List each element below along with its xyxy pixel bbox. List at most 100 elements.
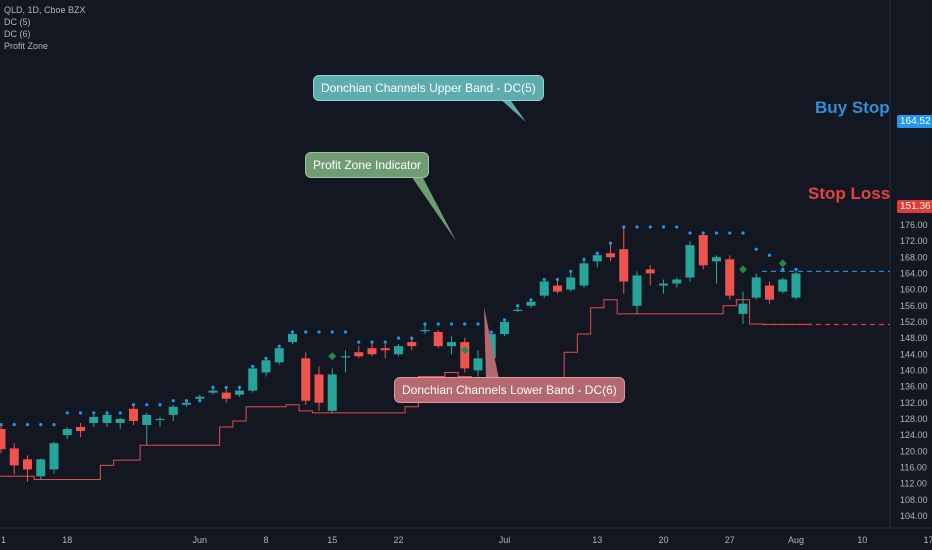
upper-band-dc5-dot — [741, 231, 745, 235]
candle-body[interactable] — [447, 342, 456, 347]
upper-band-dc5-dot — [767, 253, 772, 257]
candle-body[interactable] — [579, 263, 589, 286]
upper-band-dc5-dot — [688, 231, 692, 235]
candle-body[interactable] — [526, 301, 536, 306]
candle-body[interactable] — [155, 418, 165, 421]
candle-body[interactable] — [314, 374, 324, 403]
upper-band-dc5-dot — [661, 225, 666, 229]
candle-body[interactable] — [62, 429, 72, 436]
candle-body[interactable] — [23, 459, 32, 470]
candle-body[interactable] — [168, 406, 178, 415]
candle-body[interactable] — [327, 374, 337, 411]
candle-body[interactable] — [725, 259, 735, 296]
candle-body[interactable] — [49, 443, 59, 470]
upper-band-dc5-dot — [675, 225, 679, 229]
upper-band-dc5-dot — [211, 385, 215, 389]
candle-body[interactable] — [645, 269, 655, 274]
price-tick-label: 124.00 — [900, 430, 928, 440]
upper-band-callout-pointer — [499, 98, 526, 122]
candle-body[interactable] — [142, 414, 152, 425]
candle-body[interactable] — [433, 332, 443, 347]
candle-body[interactable] — [36, 459, 46, 477]
legend-profit-zone[interactable]: Profit Zone — [4, 41, 49, 51]
time-tick-label: 22 — [393, 535, 403, 545]
candle-body[interactable] — [274, 348, 284, 363]
candle-body[interactable] — [420, 330, 430, 332]
candle-body[interactable] — [0, 429, 6, 450]
candle-body[interactable] — [288, 334, 297, 343]
price-tick-label: 176.00 — [900, 220, 928, 230]
candle-body[interactable] — [195, 396, 205, 399]
candle-body[interactable] — [407, 342, 417, 347]
candle-body[interactable] — [182, 402, 191, 405]
candle-body[interactable] — [460, 342, 470, 369]
candle-body[interactable] — [606, 253, 615, 258]
price-tick-label: 104.00 — [900, 511, 928, 521]
candle-body[interactable] — [751, 277, 761, 298]
candle-body[interactable] — [248, 368, 258, 391]
candle-body[interactable] — [738, 303, 748, 314]
candle-body[interactable] — [592, 255, 602, 262]
candle-body[interactable] — [261, 360, 271, 373]
time-tick-label: 1 — [1, 535, 6, 545]
candle-body[interactable] — [712, 257, 721, 262]
time-tick-label: Jun — [192, 535, 207, 545]
candle-body[interactable] — [500, 321, 509, 335]
candle-body[interactable] — [235, 390, 244, 395]
upper-band-dc5-dot — [304, 330, 308, 334]
upper-band-dc5-dot — [754, 247, 758, 251]
legend-dc5[interactable]: DC (5) — [4, 17, 31, 27]
candle-body[interactable] — [102, 414, 112, 423]
stop-loss-label: Stop Loss — [808, 184, 891, 203]
legend-symbol[interactable]: QLD, 1D, Cboe BZX — [4, 5, 86, 15]
candle-body[interactable] — [9, 448, 19, 466]
candle-body[interactable] — [778, 279, 788, 292]
candle-body[interactable] — [76, 427, 85, 432]
candle-body[interactable] — [539, 281, 549, 296]
candle-body[interactable] — [765, 285, 774, 300]
profit-zone-callout: Profit Zone Indicator — [305, 152, 430, 178]
candle-body[interactable] — [513, 309, 523, 311]
candle-body[interactable] — [791, 273, 801, 298]
upper-band-dc5-dot — [383, 340, 387, 344]
candle-body[interactable] — [632, 275, 642, 306]
candle-body[interactable] — [659, 283, 668, 286]
candle-body[interactable] — [553, 285, 562, 292]
candle-body[interactable] — [380, 348, 390, 351]
time-tick-label: 18 — [62, 535, 72, 545]
candle-body[interactable] — [685, 245, 695, 278]
candle-body[interactable] — [301, 358, 311, 401]
candle-body[interactable] — [566, 277, 576, 290]
upper-band-dc5-dot — [171, 399, 175, 403]
upper-band-dc5-dot — [357, 340, 361, 344]
candle-body[interactable] — [208, 390, 218, 393]
candle-body[interactable] — [698, 235, 708, 266]
candle-body[interactable] — [619, 249, 629, 282]
upper-band-dc5-dot — [714, 231, 719, 235]
candle-body[interactable] — [473, 358, 483, 371]
upper-band-dc5-dot — [12, 422, 16, 427]
price-tick-label: 152.00 — [900, 317, 928, 327]
candle-body[interactable] — [129, 408, 138, 421]
price-tick-label: 140.00 — [900, 365, 928, 375]
profit-zone-callout-pointer — [411, 176, 456, 241]
price-tick-label: 168.00 — [900, 252, 928, 262]
candle-body[interactable] — [367, 348, 377, 355]
candle-body[interactable] — [354, 352, 364, 357]
candle-body[interactable] — [221, 392, 231, 399]
upper-band-dc5-dot — [396, 336, 401, 340]
price-tick-label: 164.00 — [900, 268, 928, 278]
profit-zone-diamond — [328, 352, 337, 361]
legend-dc6[interactable]: DC (6) — [4, 29, 31, 39]
candle-body[interactable] — [672, 279, 682, 284]
candle-body[interactable] — [89, 416, 99, 423]
stop-loss-price-tag: 151.36 — [897, 200, 932, 213]
candle-body[interactable] — [115, 418, 125, 423]
candle-body[interactable] — [394, 346, 403, 355]
upper-band-dc5-dot — [145, 403, 149, 407]
upper-band-dc5-dot — [52, 422, 56, 427]
price-tick-label: 148.00 — [900, 333, 928, 343]
candle-body[interactable] — [341, 356, 350, 358]
